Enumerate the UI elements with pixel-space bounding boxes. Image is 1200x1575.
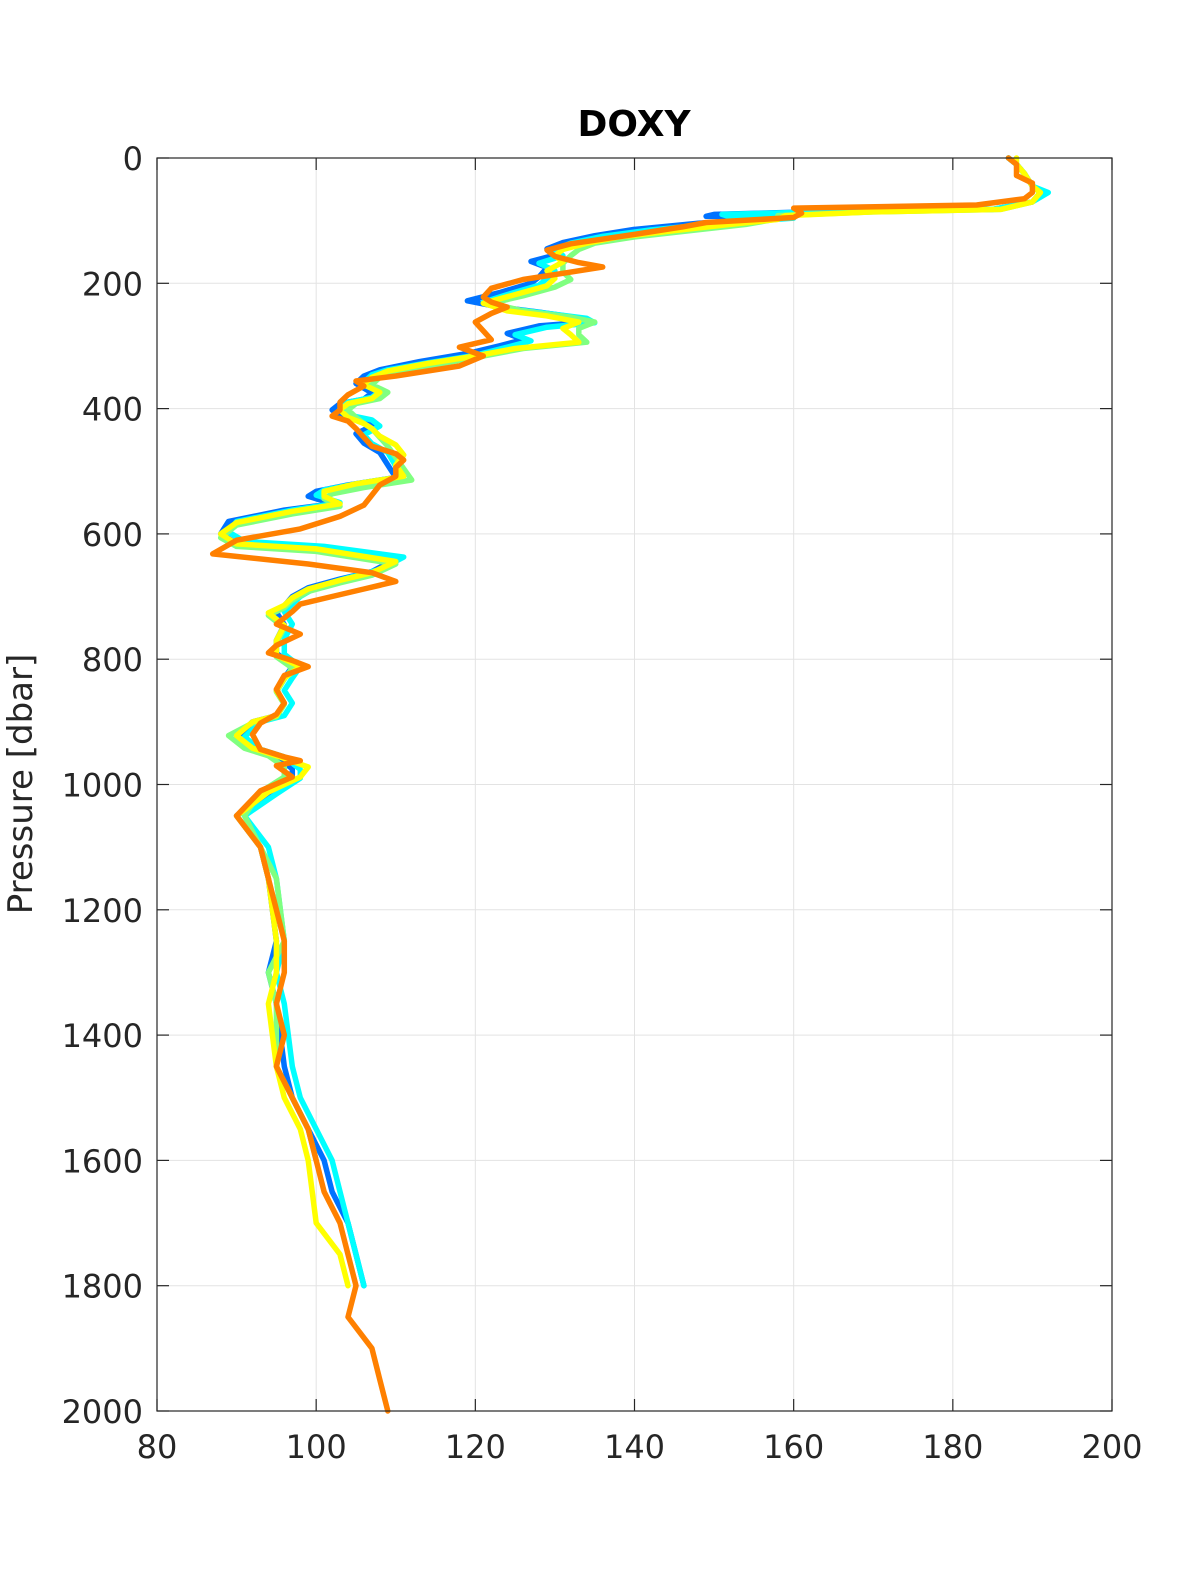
y-axis-label: Pressure [dbar] <box>1 654 41 915</box>
series-line-3 <box>217 155 1044 1164</box>
x-tick-label: 100 <box>286 1428 347 1466</box>
y-tick-label: 800 <box>82 641 143 679</box>
x-tick-label: 80 <box>137 1428 178 1466</box>
x-tick-label: 140 <box>604 1428 665 1466</box>
y-tick-label: 1800 <box>62 1268 143 1306</box>
y-tick-label: 1600 <box>62 1142 143 1180</box>
chart-title: DOXY <box>577 104 691 145</box>
y-tick-label: 200 <box>82 265 143 303</box>
y-tick-labels: 0 200 400 600 800 1000 1200 1400 1600 1800 2000 <box>62 140 143 1431</box>
y-tick-label: 1400 <box>62 1017 143 1055</box>
y-tick-label: 400 <box>82 391 143 429</box>
tick-marks <box>156 157 1113 1412</box>
y-tick-label: 0 <box>123 140 143 178</box>
x-tick-label: 120 <box>445 1428 506 1466</box>
data-series <box>209 155 1052 1414</box>
series-line-5 <box>209 155 1036 1414</box>
y-tick-label: 2000 <box>62 1393 143 1431</box>
x-tick-label: 200 <box>1081 1428 1142 1466</box>
x-tick-label: 180 <box>922 1428 983 1466</box>
y-tick-label: 1000 <box>62 767 143 805</box>
x-tick-labels: 80 100 120 140 160 180 200 <box>137 1428 1143 1466</box>
x-tick-label: 160 <box>763 1428 824 1466</box>
y-tick-label: 1200 <box>62 892 143 930</box>
y-tick-label: 600 <box>82 516 143 554</box>
